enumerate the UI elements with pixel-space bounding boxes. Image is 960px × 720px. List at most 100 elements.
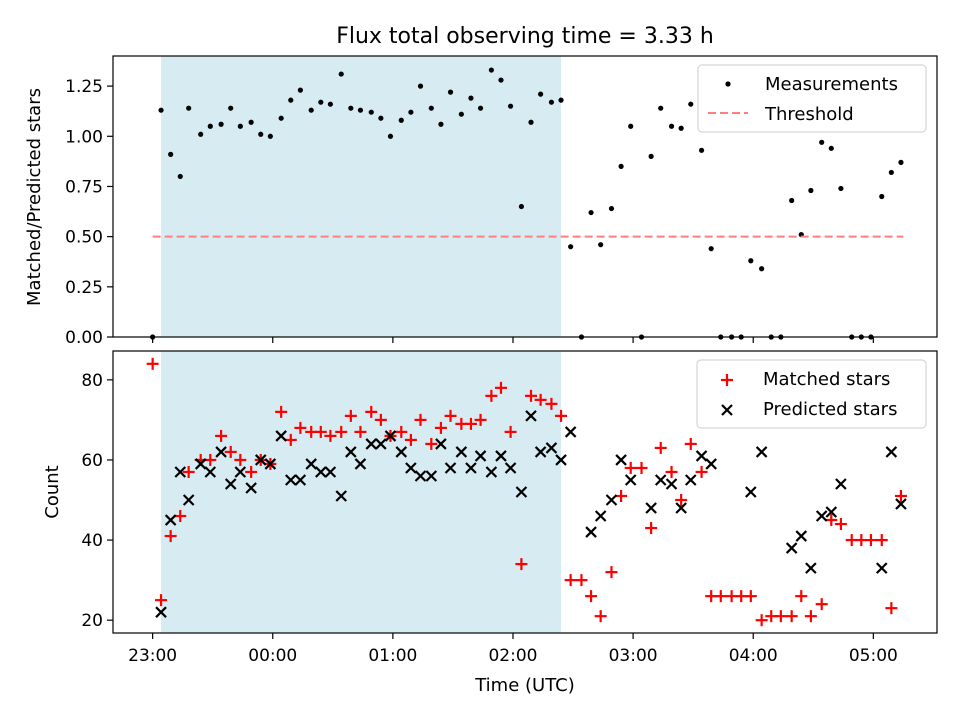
matched-star-point (404, 433, 417, 446)
measurement-point (258, 131, 264, 137)
predicted-star-point (375, 438, 387, 450)
predicted-star-point (615, 454, 627, 466)
y-tick-label: 40 (81, 531, 103, 551)
measurement-point (248, 119, 254, 125)
measurement-point (398, 117, 404, 123)
legend-threshold-label: Threshold (764, 104, 854, 125)
legend-matched-marker (721, 374, 733, 386)
legend-predicted-label: Predicted stars (763, 399, 897, 420)
matched-star-point (684, 437, 697, 450)
matched-star-point (164, 530, 177, 543)
matched-star-point (335, 425, 348, 438)
bottom-x-axis: 23:00 00:00 01:00 02:00 03:00 04:00 05:00 (128, 633, 898, 666)
measurement-point (186, 105, 192, 111)
matched-star-point (155, 594, 168, 607)
predicted-star-point (245, 482, 257, 494)
bottom-shaded-span (161, 351, 562, 633)
predicted-star-point (395, 446, 408, 458)
measurement-point (438, 121, 444, 127)
matched-star-point (774, 610, 787, 623)
measurement-point (698, 147, 705, 153)
measurement-point (888, 169, 894, 176)
predicted-star-point (405, 462, 417, 474)
predicted-star-point (234, 466, 247, 478)
matched-star-point (624, 461, 637, 474)
matched-star-point (425, 437, 438, 450)
count-points (146, 357, 907, 627)
y-tick-label: 1.00 (65, 127, 103, 147)
predicted-star-point (294, 474, 307, 486)
top-y-axis: 0.00 0.25 0.50 0.75 1.00 1.25 (65, 77, 113, 348)
matched-star-point (744, 590, 757, 603)
matched-star-point (834, 518, 847, 531)
matched-star-point (324, 429, 337, 442)
matched-star-point (714, 590, 727, 603)
legend-measurements-label: Measurements (765, 74, 898, 95)
measurement-point (218, 121, 224, 127)
y-tick-label: 1.25 (65, 77, 103, 97)
matched-star-point (665, 465, 678, 478)
predicted-star-point (885, 446, 898, 458)
bottom-axes-frame (112, 350, 938, 634)
measurement-point (198, 131, 204, 137)
measurement-point (678, 125, 684, 131)
predicted-star-point (435, 438, 447, 450)
matched-star-point (564, 574, 577, 587)
measurement-point (327, 101, 334, 107)
predicted-star-point (414, 470, 427, 482)
measurement-point (789, 197, 795, 204)
y-tick-label: 60 (81, 451, 103, 471)
matched-star-point (585, 590, 598, 603)
measurement-point (618, 163, 624, 169)
matched-star-point (804, 610, 817, 623)
bottom-y-label: Count (42, 465, 63, 518)
predicted-star-point (384, 430, 397, 442)
measurement-point (207, 123, 213, 129)
predicted-star-point (755, 446, 768, 458)
y-tick-label: 20 (81, 611, 103, 631)
measurement-point (348, 105, 354, 111)
predicted-star-point (515, 486, 528, 498)
measurement-point (488, 67, 494, 73)
matched-star-point (485, 389, 498, 402)
x-axis-label: Time (UTC) (474, 675, 575, 696)
measurement-point (297, 87, 303, 93)
predicted-star-point (485, 466, 498, 478)
measurement-points (150, 67, 904, 340)
measurement-point (558, 97, 564, 103)
predicted-star-point (605, 494, 618, 506)
predicted-star-point (324, 466, 337, 478)
predicted-star-point (264, 458, 277, 470)
measurement-point (528, 119, 534, 125)
matched-star-point (224, 445, 237, 458)
predicted-star-point (164, 514, 177, 526)
measurement-point (879, 193, 885, 200)
predicted-star-point (254, 454, 267, 466)
matched-star-point (504, 425, 517, 438)
top-y-label: Matched/Predicted stars (24, 88, 45, 306)
measurement-point (898, 159, 904, 165)
matched-star-point (414, 413, 427, 426)
matched-star-point (594, 610, 607, 623)
matched-star-point (654, 441, 667, 454)
top-axes-frame (112, 55, 938, 338)
counts-panel: 20 40 60 80 23:00 00:00 01:00 02:00 03:00 04:00 0… (42, 350, 938, 696)
predicted-star-point (155, 606, 167, 618)
measurement-point (568, 244, 574, 250)
predicted-star-point (624, 474, 637, 486)
measurement-point (288, 97, 294, 103)
measurement-point (538, 91, 544, 97)
top-x-axis (152, 337, 874, 343)
y-tick-label: 0.00 (65, 328, 103, 348)
x-tick-label: 02:00 (488, 646, 537, 666)
measurement-point (447, 89, 454, 95)
predicted-star-point (665, 478, 678, 490)
measurement-point (267, 133, 273, 139)
measurement-point (368, 109, 374, 115)
y-tick-label: 80 (81, 371, 103, 391)
measurement-point (468, 95, 474, 101)
matched-star-point (515, 558, 528, 571)
matched-star-point (294, 421, 307, 434)
predicted-star-point (555, 454, 567, 466)
matched-star-point (494, 381, 507, 394)
